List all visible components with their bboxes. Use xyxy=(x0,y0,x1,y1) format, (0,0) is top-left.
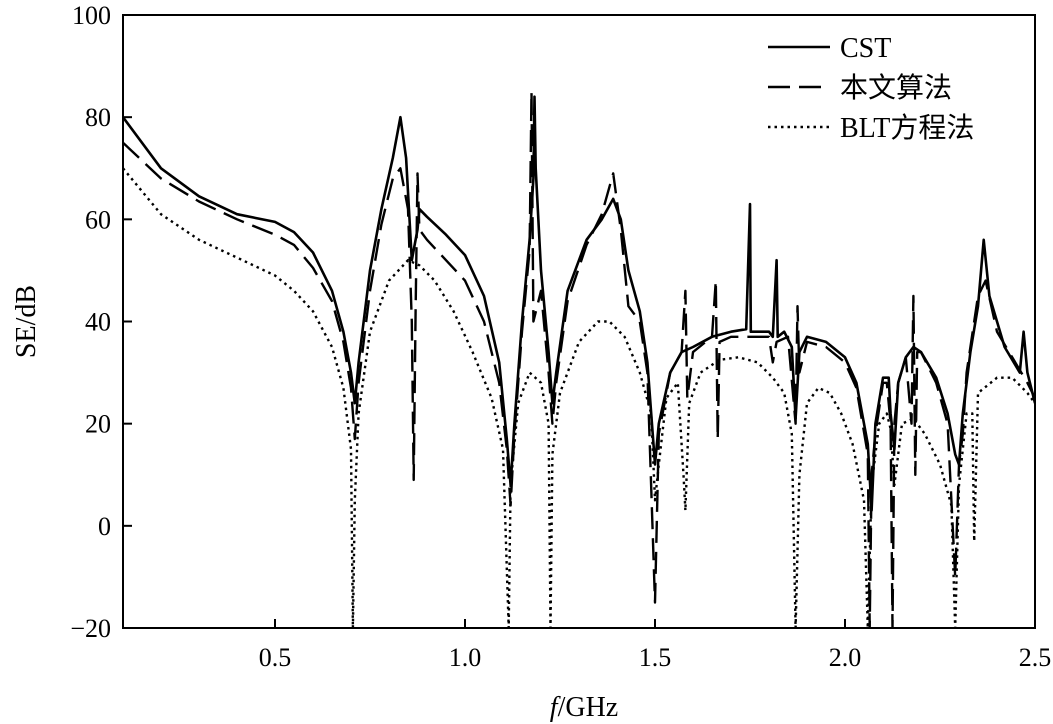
legend-label: BLT方程法 xyxy=(840,112,974,144)
series-line-dashed xyxy=(123,90,1035,628)
x-tick-label: 2.5 xyxy=(1019,643,1052,672)
y-tick-label: 80 xyxy=(85,103,111,132)
x-tick-label: 1.5 xyxy=(639,643,672,672)
x-axis-title: f/GHz xyxy=(550,692,618,723)
legend-label: CST xyxy=(840,33,891,64)
series-line-dotted xyxy=(123,167,1035,628)
plot-frame xyxy=(122,14,1036,629)
series-line-solid xyxy=(123,95,1035,512)
x-axis-title-italic: f xyxy=(550,692,561,723)
series-lines xyxy=(123,90,1035,628)
y-tick-label: 100 xyxy=(72,1,111,30)
y-tick-label: 20 xyxy=(85,410,111,439)
y-tick-label: 40 xyxy=(85,308,111,337)
x-tick-label: 2.0 xyxy=(829,643,862,672)
legend-label: 本文算法 xyxy=(840,72,952,104)
y-axis-title: SE/dB xyxy=(11,285,42,358)
x-tick-label: 1.0 xyxy=(449,643,482,672)
x-tick-label: 0.5 xyxy=(259,643,292,672)
legend: CST 本文算法 BLT方程法 xyxy=(768,33,974,144)
y-tick-label: 0 xyxy=(98,512,111,541)
axis-ticks: 0.5 1.0 1.5 2.0 2.5 −20 0 20 40 60 80 100 xyxy=(70,1,1051,672)
y-tick-label: 60 xyxy=(85,205,111,234)
y-tick-label: −20 xyxy=(70,614,111,643)
x-axis-title-unit: /GHz xyxy=(558,692,619,723)
